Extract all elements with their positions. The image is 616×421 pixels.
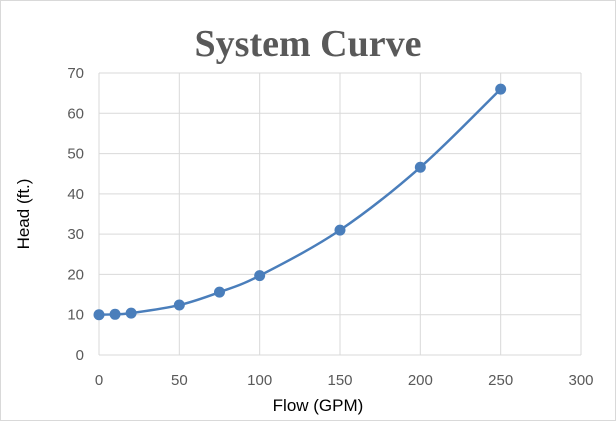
gridlines [98,72,582,355]
y-tick-label: 50 [67,146,84,163]
y-tick-label: 40 [67,186,84,203]
x-tick-label: 0 [95,372,103,389]
x-tick-label: 200 [408,372,433,389]
data-point [173,299,185,311]
y-tick-label: 20 [67,266,84,283]
y-tick-label: 30 [67,226,84,243]
data-point [109,308,121,320]
tick-labels: 0 10 20 30 40 50 60 70 0 50 100 150 200 250 300 [67,65,593,389]
data-point [125,307,137,319]
x-tick-label: 250 [488,372,513,389]
data-point [334,224,346,236]
data-point [495,83,507,95]
series-line [98,88,502,316]
x-tick-label: 100 [247,372,272,389]
x-tick-label: 150 [327,372,352,389]
data-point [254,270,266,282]
y-tick-label: 10 [67,307,84,324]
data-point [214,286,225,298]
y-tick-label: 0 [76,347,84,364]
y-axis-label: Head (ft.) [14,179,33,250]
y-tick-label: 70 [67,65,84,82]
x-tick-label: 300 [568,372,593,389]
x-tick-label: 50 [171,372,188,389]
x-axis-label: Flow (GPM) [273,396,364,415]
y-tick-label: 60 [67,105,84,122]
chart-title: System Curve [195,23,422,65]
data-point [414,161,426,173]
data-point [93,309,105,321]
data-series [93,83,507,321]
